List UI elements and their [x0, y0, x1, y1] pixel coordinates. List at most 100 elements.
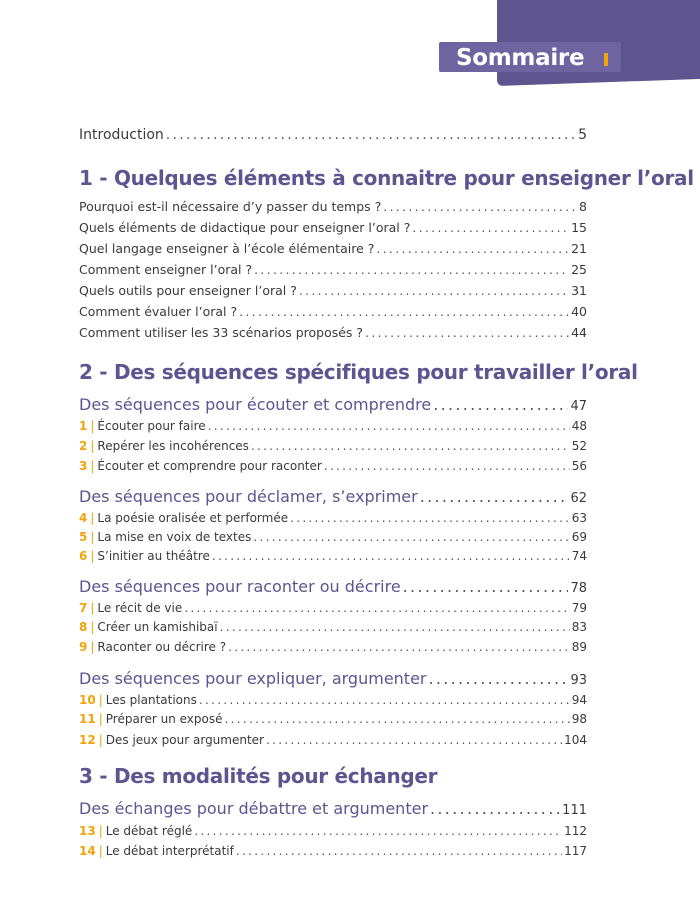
separator: | — [90, 640, 95, 654]
toc-group[interactable]: Des séquences pour déclamer, s’exprimer.… — [79, 487, 587, 506]
page-number: 98 — [571, 712, 587, 726]
dot-leader: ........................................… — [207, 419, 570, 433]
page-number: 15 — [571, 220, 587, 235]
page-number: 62 — [570, 491, 587, 506]
page-number: 94 — [571, 693, 587, 707]
entry-label: Écouter pour faire — [97, 419, 206, 433]
section-heading: 1 - Quelques éléments à connaitre pour e… — [79, 166, 694, 190]
toc-group[interactable]: Des échanges pour débattre et argumenter… — [79, 799, 587, 818]
toc-group[interactable]: Des séquences pour expliquer, argumenter… — [79, 669, 587, 688]
entry-label: Raconter ou décrire ? — [97, 640, 227, 654]
item-number: 10 — [79, 693, 96, 707]
toc-entry[interactable]: Quels éléments de didactique pour enseig… — [79, 220, 587, 235]
dot-leader: ........................................… — [250, 439, 570, 453]
toc-entry[interactable]: Pourquoi est-il nécessaire d’y passer du… — [79, 199, 587, 214]
toc-sequence[interactable]: 1 | Écouter pour faire....................… — [79, 419, 587, 433]
toc-sequence[interactable]: 4 | La poésie oralisée et performée.......… — [79, 511, 587, 525]
entry-label: S’initier au théâtre — [97, 549, 210, 563]
section-heading: 2 - Des séquences spécifiques pour trava… — [79, 360, 638, 384]
toc-sequence[interactable]: 5 | La mise en voix de textes.............… — [79, 530, 587, 544]
toc-sequence[interactable]: 12 | Des jeux pour argumenter.............… — [79, 733, 587, 747]
dot-leader: ........................................… — [323, 459, 570, 473]
entry-label: Créer un kamishibaï — [97, 620, 218, 634]
page-number: 21 — [571, 241, 587, 256]
toc-sequence[interactable]: 3 | Écouter et comprendre pour raconter...… — [79, 459, 587, 473]
page-number: 40 — [571, 304, 587, 319]
separator: | — [98, 824, 103, 838]
entry-label: Comment évaluer l’oral ? — [79, 304, 238, 319]
toc-sequence[interactable]: 14 | Le débat interprétatif...............… — [79, 844, 587, 858]
dot-leader: ........................................… — [235, 844, 562, 858]
toc-entry[interactable]: Quels outils pour enseigner l’oral ?....… — [79, 283, 587, 298]
item-number: 14 — [79, 844, 96, 858]
item-number: 7 — [79, 601, 88, 615]
toc-entry[interactable]: Comment enseigner l’oral ?..............… — [79, 262, 587, 277]
separator: | — [98, 733, 103, 747]
entry-label: Les plantations — [105, 693, 197, 707]
separator: | — [90, 439, 95, 453]
page-number: 78 — [570, 581, 587, 596]
dot-leader: ........................................… — [298, 283, 569, 298]
dot-leader: ........................................… — [254, 262, 569, 277]
page-number: 74 — [571, 549, 587, 563]
entry-label: Des échanges pour débattre et argumenter — [79, 799, 429, 818]
page-number: 63 — [571, 511, 587, 525]
dot-leader: ........................................… — [266, 733, 563, 747]
toc-entry[interactable]: Quel langage enseigner à l’école élément… — [79, 241, 587, 256]
item-number: 8 — [79, 620, 88, 634]
separator: | — [90, 419, 95, 433]
dot-leader: ........................................… — [402, 577, 569, 596]
entry-label: Des séquences pour raconter ou décrire — [79, 577, 401, 596]
separator: | — [90, 459, 95, 473]
toc-sequence[interactable]: 6 | S’initier au théâtre..................… — [79, 549, 587, 563]
item-number: 6 — [79, 549, 88, 563]
toc-entry[interactable]: Comment utiliser les 33 scénarios propos… — [79, 325, 587, 340]
item-number: 2 — [79, 439, 88, 453]
dot-leader: ........................................… — [224, 712, 570, 726]
dot-leader: ........................................… — [253, 530, 569, 544]
item-number: 12 — [79, 733, 96, 747]
toc-sequence[interactable]: 9 | Raconter ou décrire ?.................… — [79, 640, 587, 654]
toc-sequence[interactable]: 8 | Créer un kamishibaï...................… — [79, 620, 587, 634]
entry-label: Des séquences pour écouter et comprendre — [79, 395, 432, 414]
toc-entry-introduction[interactable]: Introduction............................… — [79, 127, 587, 143]
item-number: 4 — [79, 511, 88, 525]
page-number: 47 — [570, 399, 587, 414]
dot-leader: ........................................… — [239, 304, 569, 319]
section-heading: 3 - Des modalités pour échanger — [79, 764, 438, 788]
toc-sequence[interactable]: 2 | Repérer les incohérences..............… — [79, 439, 587, 453]
entry-label: La poésie oralisée et performée — [97, 511, 289, 525]
page-number: 25 — [571, 262, 587, 277]
toc-sequence[interactable]: 13 | Le débat réglé.......................… — [79, 824, 587, 838]
entry-label: Écouter et comprendre pour raconter — [97, 459, 322, 473]
page-number: 56 — [571, 459, 587, 473]
dot-leader: ........................................… — [228, 640, 570, 654]
dot-leader: ........................................… — [219, 620, 570, 634]
entry-label: Des séquences pour expliquer, argumenter — [79, 669, 427, 688]
toc-group[interactable]: Des séquences pour raconter ou décrire..… — [79, 577, 587, 596]
separator: | — [90, 511, 95, 525]
toc-entry[interactable]: Comment évaluer l’oral ?................… — [79, 304, 587, 319]
dot-leader: ........................................… — [376, 241, 570, 256]
page-number: 93 — [570, 673, 587, 688]
item-number: 3 — [79, 459, 88, 473]
entry-label: Quels éléments de didactique pour enseig… — [79, 220, 411, 235]
dot-leader: ........................................… — [290, 511, 570, 525]
entry-label: Des séquences pour déclamer, s’exprimer — [79, 487, 418, 506]
page-number: 48 — [571, 419, 587, 433]
item-number: 9 — [79, 640, 88, 654]
entry-label: La mise en voix de textes — [97, 530, 252, 544]
item-number: 1 — [79, 419, 88, 433]
toc-sequence[interactable]: 11 | Préparer un exposé...................… — [79, 712, 587, 726]
toc-sequence[interactable]: 10 | Les plantations......................… — [79, 693, 587, 707]
dot-leader: ........................................… — [165, 127, 576, 143]
page-number: 89 — [571, 640, 587, 654]
toc-group[interactable]: Des séquences pour écouter et comprendre… — [79, 395, 587, 414]
separator: | — [90, 530, 95, 544]
item-number: 13 — [79, 824, 96, 838]
toc-sequence[interactable]: 7 | Le récit de vie.......................… — [79, 601, 587, 615]
dot-leader: ........................................… — [428, 669, 569, 688]
dot-leader: ........................................… — [419, 487, 569, 506]
entry-label: Introduction — [79, 127, 164, 143]
page-number: 104 — [564, 733, 587, 747]
